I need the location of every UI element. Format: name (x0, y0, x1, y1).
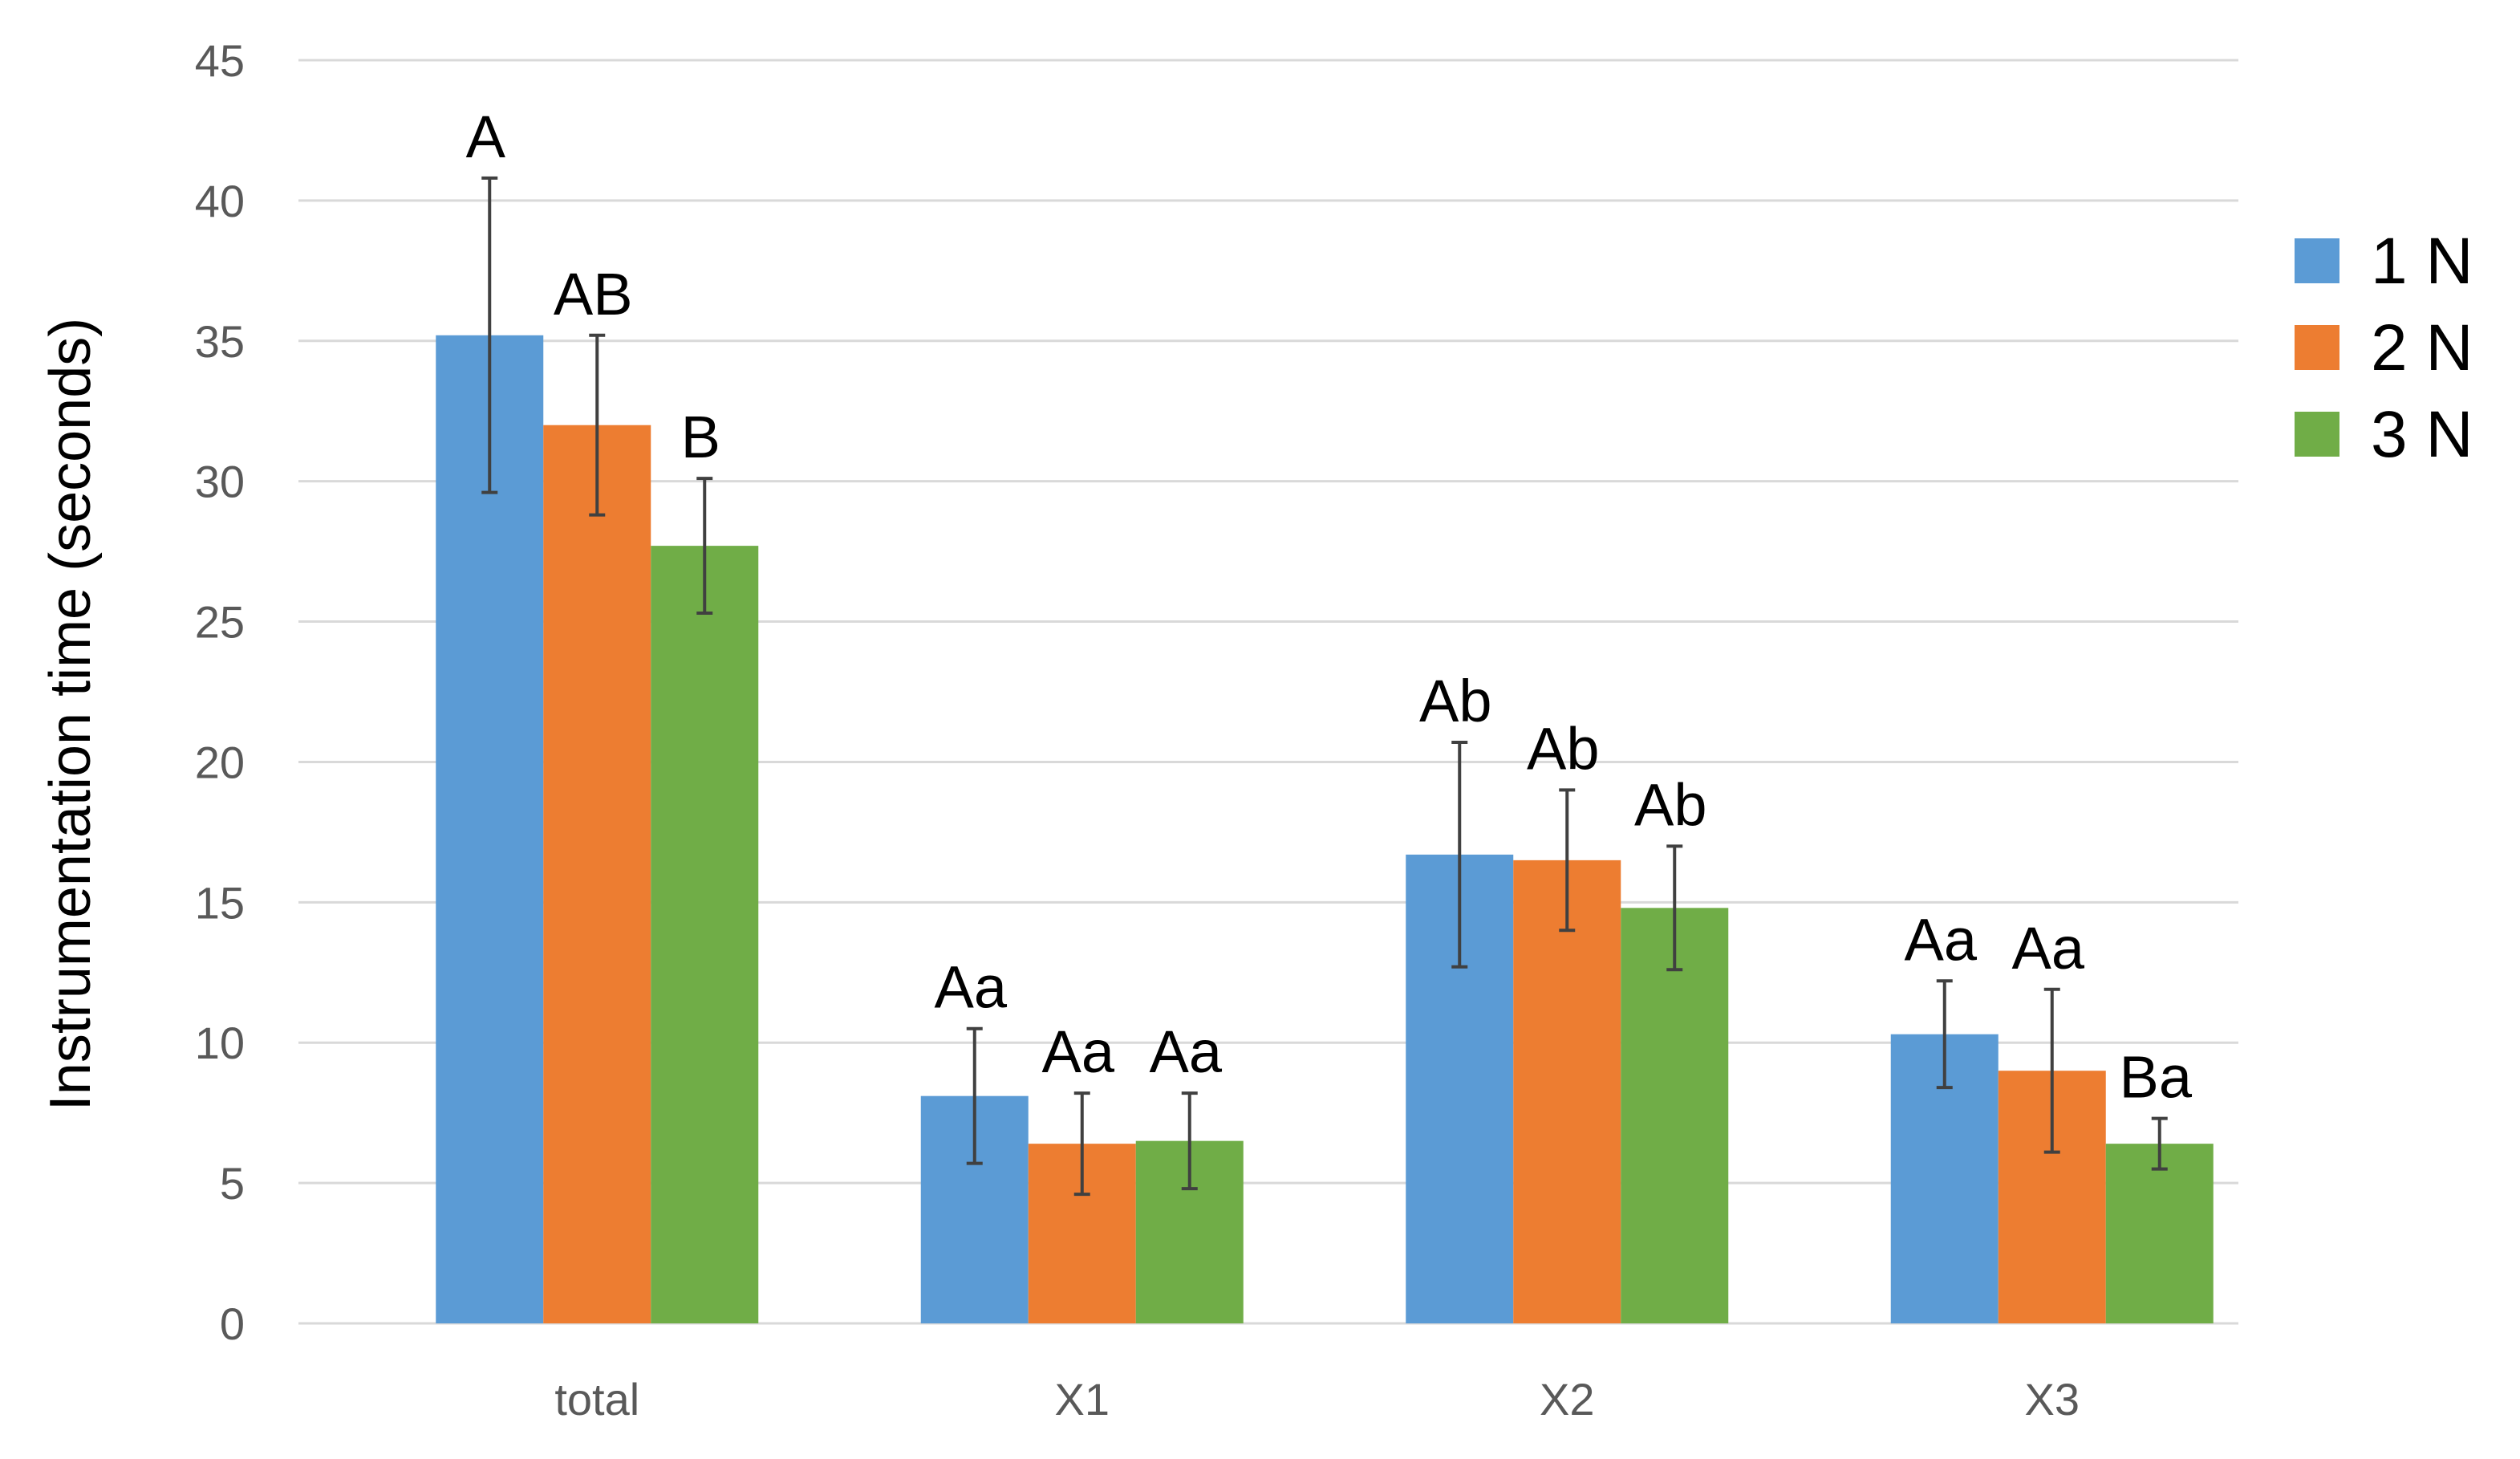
significance-label: Ab (1419, 668, 1492, 734)
legend: 1 N 2 N 3 N (2295, 225, 2473, 471)
significance-label: AB (554, 261, 633, 327)
y-tick-label: 35 (195, 316, 245, 367)
error-bar-X1-2N (1073, 1091, 1090, 1197)
y-tick-label: 25 (195, 597, 245, 648)
error-bar-X3-2N (2043, 987, 2060, 1154)
bar-X3-3N (2105, 1144, 2214, 1323)
significance-label: Aa (934, 954, 1007, 1021)
error-bar-total-3N (696, 477, 713, 616)
y-tick-label: 30 (195, 457, 245, 507)
significance-label: Aa (2011, 915, 2084, 981)
significance-label: Ba (2119, 1044, 2192, 1111)
error-bars (481, 176, 2168, 1197)
y-tick-label: 15 (195, 877, 245, 928)
legend-label: 3 N (2371, 398, 2473, 471)
error-bar-total-1N (481, 176, 498, 494)
legend-label: 1 N (2371, 225, 2473, 298)
error-bar-X2-1N (1451, 740, 1468, 969)
y-tick-label: 45 (195, 35, 245, 86)
legend-label: 2 N (2371, 311, 2473, 384)
legend-swatch-3N (2295, 412, 2339, 457)
error-bar-X3-3N (2151, 1116, 2168, 1171)
bar-total-3N (651, 546, 759, 1323)
bar-X2-3N (1621, 908, 1729, 1323)
significance-label: Aa (1041, 1018, 1114, 1085)
y-axis-ticks: 0 5 10 15 20 25 30 35 40 45 (195, 35, 245, 1349)
bar-total-2N (543, 425, 651, 1323)
legend-swatch-1N (2295, 238, 2339, 283)
bar-X2-2N (1513, 860, 1621, 1323)
error-bar-X2-3N (1666, 844, 1683, 972)
error-bar-X2-2N (1559, 788, 1576, 933)
y-axis-label: Instrumentation time (seconds) (39, 318, 103, 1111)
y-tick-label: 40 (195, 176, 245, 226)
bars (436, 335, 2214, 1323)
bar-total-1N (436, 335, 544, 1323)
error-bar-X3-1N (1936, 979, 1953, 1090)
y-tick-label: 5 (220, 1158, 245, 1209)
legend-swatch-2N (2295, 325, 2339, 370)
significance-labels: A AB B Aa Aa Aa Ab Ab Ab Aa Aa Ba (466, 104, 2193, 1111)
significance-label: Ab (1634, 771, 1707, 838)
x-tick-label: total (554, 1374, 639, 1424)
error-bar-total-2N (589, 333, 606, 517)
y-tick-label: 20 (195, 737, 245, 787)
significance-label: Ab (1527, 715, 1600, 782)
x-tick-label: X2 (1540, 1374, 1595, 1424)
significance-label: B (681, 404, 720, 470)
y-tick-label: 10 (195, 1018, 245, 1068)
y-tick-label: 0 (220, 1298, 245, 1349)
error-bar-X1-1N (966, 1026, 983, 1165)
significance-label: A (466, 104, 506, 170)
x-tick-label: X1 (1055, 1374, 1110, 1424)
significance-label: Aa (1904, 906, 1977, 973)
error-bar-X1-3N (1181, 1091, 1198, 1191)
x-axis-ticks: total X1 X2 X3 (554, 1374, 2080, 1424)
x-tick-label: X3 (2025, 1374, 2080, 1424)
significance-label: Aa (1149, 1018, 1222, 1085)
